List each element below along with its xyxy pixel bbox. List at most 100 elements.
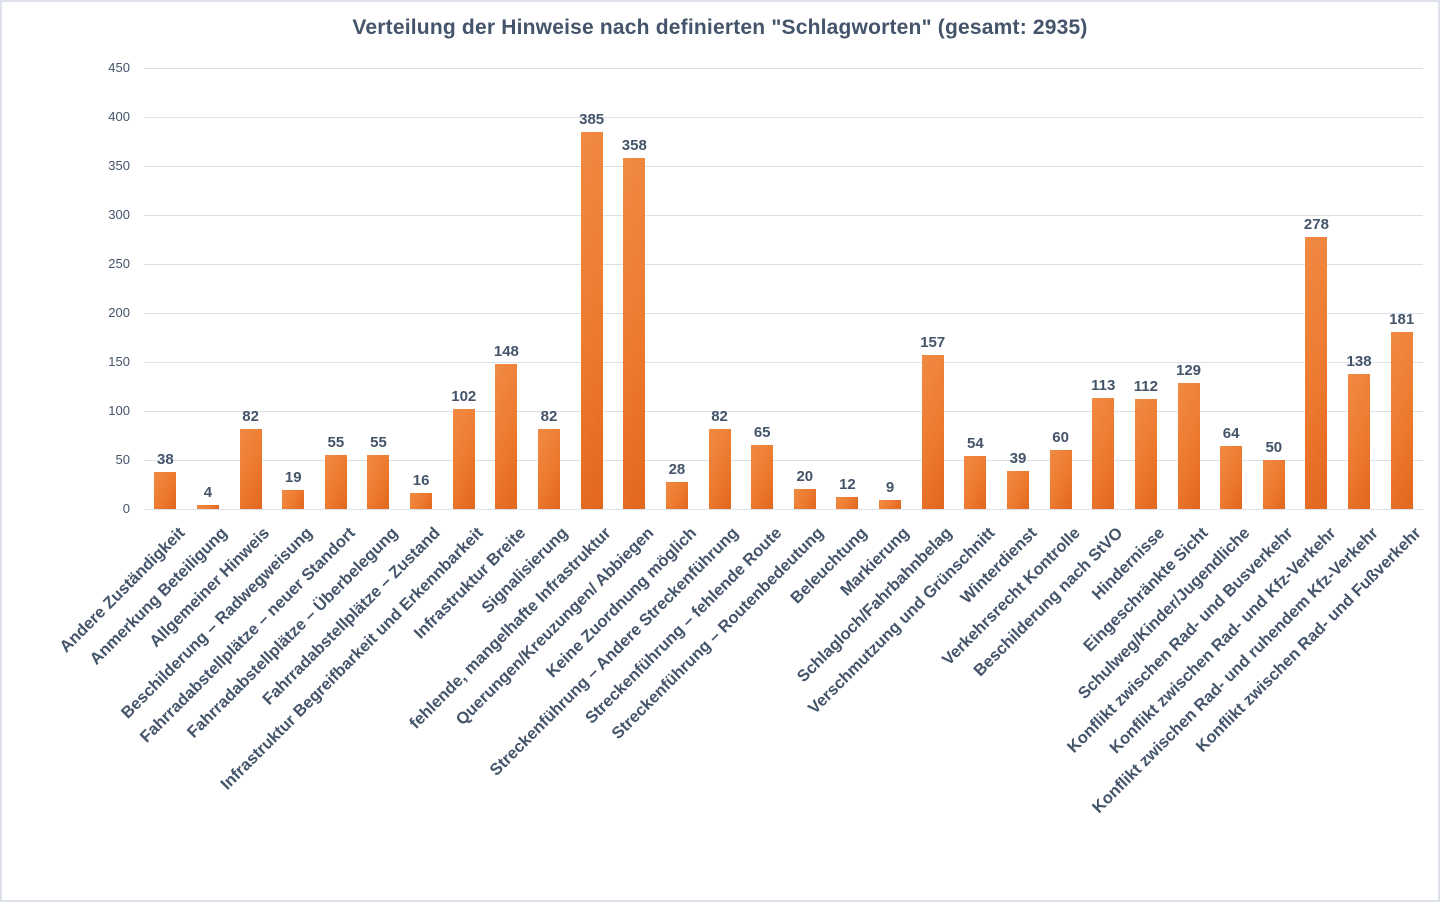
category-label: Fahrradabstellplätze – neuer Standort — [136, 524, 359, 747]
bar — [879, 500, 902, 509]
category-label: Konflikt zwischen Rad- und Fußverkehr — [1192, 524, 1425, 756]
bar — [580, 131, 603, 509]
bar — [410, 493, 433, 509]
bar — [1348, 373, 1371, 509]
plot-area: 38 4 82 19 55 55 16 102 148 82 385 358 28 82 65 20 12 9 15… — [144, 67, 1423, 510]
bar-value-label: 64 — [1222, 425, 1240, 443]
gridline — [144, 263, 1423, 265]
bar — [1305, 236, 1328, 509]
gridline — [144, 410, 1423, 412]
bar-value-label: 82 — [540, 407, 558, 425]
bar-value-label: 385 — [579, 110, 605, 128]
bar — [921, 355, 944, 509]
bar-value-label: 65 — [753, 424, 771, 442]
bar — [196, 505, 219, 509]
bar — [239, 428, 262, 509]
category-label: Streckenführung – Andere Streckenführung — [486, 524, 743, 780]
category-label: Verschmutzung und Grünschnitt — [804, 524, 999, 718]
category-label: Keine Zuordnung möglich — [542, 524, 700, 682]
bar — [1262, 460, 1285, 509]
bar — [1177, 382, 1200, 509]
bar — [324, 455, 347, 509]
bar — [665, 481, 688, 509]
bar — [1006, 470, 1029, 509]
gridline — [144, 361, 1423, 363]
bar-value-label: 4 — [203, 484, 213, 502]
bar — [495, 363, 518, 509]
category-label: Hindernisse — [1089, 524, 1169, 604]
bar-value-label: 55 — [370, 434, 387, 452]
bar-value-label: 9 — [885, 479, 895, 497]
bar-value-label: 157 — [920, 334, 946, 352]
bar — [1049, 450, 1072, 509]
bar — [708, 428, 731, 509]
gridline — [144, 312, 1423, 314]
category-label: Markierung — [837, 524, 913, 600]
y-tick-label: 100 — [108, 403, 130, 418]
bar — [1390, 331, 1413, 509]
gridline — [144, 214, 1423, 216]
bar-value-label: 112 — [1133, 378, 1158, 396]
category-label: Winterdienst — [957, 524, 1041, 608]
y-tick-label: 450 — [108, 60, 130, 75]
bar — [282, 490, 305, 509]
category-label: Allgemeiner Hinweis — [146, 524, 274, 651]
bar-value-label: 60 — [1052, 429, 1069, 447]
chart-title: Verteilung der Hinweise nach definierten… — [352, 16, 1088, 39]
bar-value-label: 113 — [1091, 377, 1116, 395]
gridline — [144, 508, 1423, 510]
y-tick-label: 150 — [108, 354, 130, 369]
y-tick-label: 300 — [108, 207, 130, 222]
category-label: Konflikt zwischen Rad- und ruhendem Kfz-… — [1088, 524, 1382, 817]
category-label: Schulweg/Kinder/Jugendliche — [1075, 524, 1254, 703]
bar-value-label: 358 — [621, 137, 647, 155]
category-label: Konflikt zwischen Rad- und Busverkehr — [1064, 524, 1297, 757]
bar-value-label: 102 — [451, 388, 477, 406]
bar-value-label: 28 — [668, 460, 686, 478]
bar-value-label: 278 — [1303, 215, 1329, 233]
bar — [751, 445, 774, 509]
category-label: Konflikt zwischen Rad- und Kfz-Verkehr — [1105, 524, 1340, 758]
bar — [1092, 398, 1115, 509]
bar-value-label: 50 — [1265, 439, 1283, 456]
category-label: Infrastruktur Begreifbarkeit und Erkennb… — [217, 524, 487, 794]
bar-value-label: 38 — [156, 450, 174, 468]
bar-value-label: 129 — [1176, 361, 1202, 379]
y-tick-label: 250 — [108, 256, 130, 271]
bar — [964, 456, 987, 509]
bar — [367, 455, 390, 509]
bar — [793, 489, 816, 509]
category-label: Schlagloch/Fahrbahnbelag — [793, 524, 956, 686]
category-label: Querungen/Kreuzungen/ Abbiegen — [452, 524, 658, 729]
category-label: Beschilderung nach StVO — [969, 524, 1126, 681]
bar — [154, 471, 177, 509]
gridline — [144, 67, 1423, 69]
category-label: Andere Zuständigkeit — [56, 524, 189, 657]
bar-value-label: 12 — [839, 476, 856, 494]
bar — [1220, 446, 1243, 509]
bar-value-label: 19 — [284, 469, 302, 487]
category-label: Streckenführung – Routenbedeutung — [608, 524, 828, 743]
category-label: Fahrradabstellplätze – Zustand — [259, 524, 444, 709]
gridline — [144, 116, 1423, 118]
bar-value-label: 82 — [711, 407, 728, 425]
category-label: Signalisierung — [478, 524, 572, 618]
bar-value-label: 20 — [796, 468, 814, 486]
y-axis: 0 50 100 150 200 250 300 350 400 450 — [2, 2, 142, 900]
gridline — [144, 459, 1423, 461]
y-tick-label: 350 — [108, 158, 130, 173]
category-label: Anmerkung Beteiligung — [86, 524, 231, 669]
y-tick-label: 200 — [108, 305, 130, 320]
bar-value-label: 181 — [1389, 310, 1415, 328]
bar — [623, 158, 646, 509]
category-label: Eingeschränkte Sicht — [1079, 524, 1212, 656]
bar-value-label: 82 — [242, 407, 259, 425]
bar — [836, 497, 859, 509]
bar-value-label: 39 — [1009, 449, 1027, 467]
y-tick-label: 50 — [115, 452, 130, 467]
gridline — [144, 165, 1423, 167]
bar-value-label: 138 — [1346, 352, 1372, 370]
category-label: Fahrradabstellplätze – Überbelegung — [183, 524, 402, 742]
category-label: Beschilderung – Radwegweisung — [117, 524, 316, 723]
